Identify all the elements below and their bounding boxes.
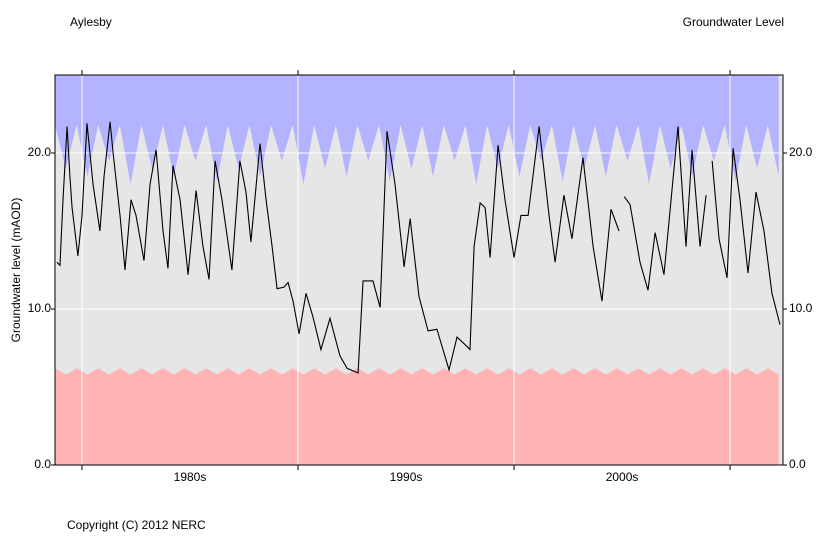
y2-tick-label: 0.0 [789, 457, 806, 471]
series-line [56, 121, 620, 374]
y-tick-label: 20.0 [28, 145, 52, 159]
y-axis-label: Groundwater level (mAOD) [9, 198, 23, 343]
chart-subtitle: Groundwater Level [683, 15, 784, 29]
y-tick-label: 0.0 [34, 457, 51, 471]
max-envelope-area [55, 75, 779, 185]
x-tick-label: 1980s [174, 470, 207, 484]
series-line [623, 126, 707, 291]
x-tick-label: 2000s [606, 470, 639, 484]
min-envelope-area [55, 368, 779, 465]
series-line [711, 148, 781, 325]
copyright: Copyright (C) 2012 NERC [67, 518, 206, 532]
y-tick-label: 10.0 [28, 301, 52, 315]
y2-tick-label: 20.0 [789, 145, 813, 159]
x-tick-label: 1990s [390, 470, 423, 484]
y2-tick-label: 10.0 [789, 301, 813, 315]
plot-frame [54, 74, 784, 466]
chart-title: Aylesby [70, 15, 112, 29]
